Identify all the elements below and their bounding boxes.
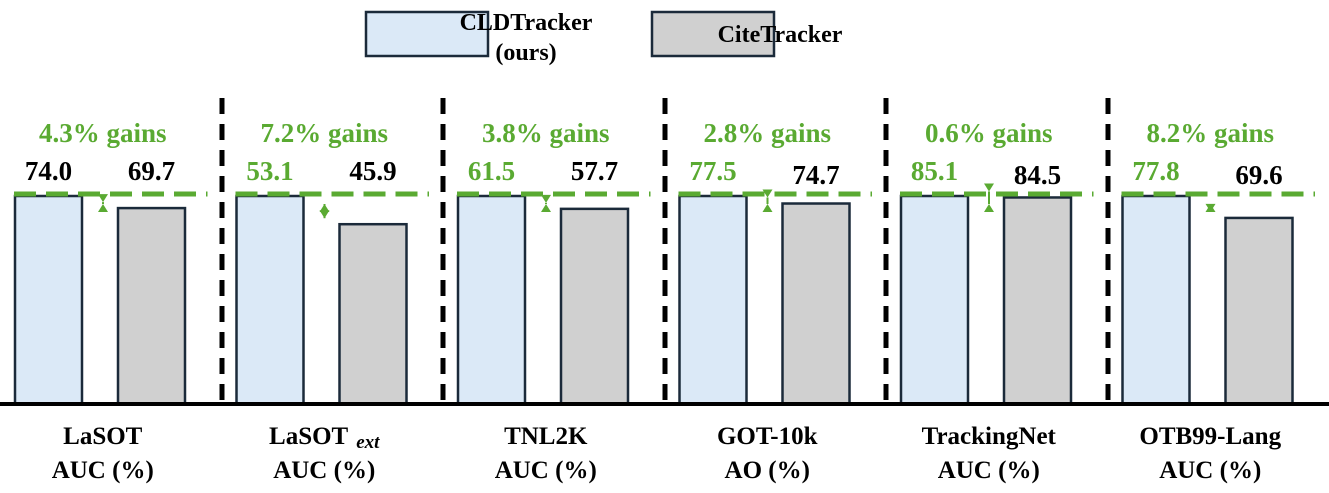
- value-label-cldtracker: 53.1: [246, 156, 293, 186]
- legend-label-citetracker: CiteTracker: [718, 22, 843, 48]
- category-metric-label: AUC (%): [52, 457, 154, 484]
- value-label-cldtracker: 61.5: [468, 156, 515, 186]
- labels: 4.3% gains 74.0 69.7 LaSOT AUC (%) 7.2% gains…: [25, 118, 1283, 484]
- gain-arrow-head-down: [984, 183, 994, 192]
- gain-arrow-head-up: [984, 204, 994, 212]
- gain-arrow-head-down: [1205, 203, 1216, 212]
- bar-citetracker: [338, 222, 408, 406]
- legend-swatch-citetracker: [650, 10, 776, 58]
- bars: [13, 183, 1315, 406]
- bar-cldtracker: [13, 194, 84, 406]
- legend-swatch-cldtracker: [364, 10, 490, 58]
- gain-arrow-head-up: [98, 204, 108, 212]
- gain-arrow-head-down: [98, 194, 108, 203]
- bar-citetracker: [116, 206, 187, 406]
- value-label-citetracker: 69.7: [128, 156, 175, 186]
- gain-arrow-head-down: [319, 210, 330, 219]
- category-label: LaSOT: [63, 423, 143, 450]
- category-label: OTB99-Lang: [1139, 423, 1281, 450]
- bar-cldtracker: [235, 194, 305, 406]
- value-label-cldtracker: 77.8: [1132, 156, 1179, 186]
- category-label-subscript: ext: [356, 432, 380, 453]
- gain-label: 0.6% gains: [925, 118, 1053, 148]
- category-label: TNL2K: [504, 423, 588, 450]
- bar-citetracker: [781, 202, 851, 406]
- gain-arrow-head-down: [762, 189, 773, 198]
- gain-label: 2.8% gains: [703, 118, 831, 148]
- value-label-cldtracker: 85.1: [911, 156, 958, 186]
- gain-label: 3.8% gains: [482, 118, 610, 148]
- legend-sublabel-cldtracker: (ours): [495, 40, 556, 66]
- category-metric-label: AUC (%): [273, 457, 375, 484]
- value-label-citetracker: 84.5: [1014, 160, 1061, 190]
- category-label: GOT-10k: [717, 423, 818, 450]
- category-label: TrackingNet: [922, 423, 1057, 450]
- bar-cldtracker: [1121, 194, 1191, 406]
- category-metric-label: AUC (%): [938, 457, 1040, 484]
- gain-arrow-head-up: [541, 204, 551, 212]
- gain-arrow-head-up: [762, 204, 773, 212]
- gain-arrow-head-up: [319, 204, 330, 212]
- gain-label: 8.2% gains: [1146, 118, 1274, 148]
- bar-cldtracker: [456, 194, 527, 406]
- value-label-cldtracker: 74.0: [25, 156, 72, 186]
- gain-label: 7.2% gains: [260, 118, 388, 148]
- value-label-cldtracker: 77.5: [689, 156, 736, 186]
- value-label-citetracker: 74.7: [792, 160, 839, 190]
- value-label-citetracker: 57.7: [571, 156, 618, 186]
- legend-label-cldtracker: CLDTracker: [460, 10, 593, 36]
- gain-arrow-head-down: [541, 194, 551, 203]
- value-label-citetracker: 69.6: [1235, 160, 1282, 190]
- bar-citetracker: [1002, 196, 1073, 406]
- value-label-citetracker: 45.9: [349, 156, 396, 186]
- category-metric-label: AO (%): [725, 457, 810, 484]
- gain-label: 4.3% gains: [39, 118, 167, 148]
- category-label: LaSOT ext: [269, 423, 380, 453]
- legend: CLDTracker (ours) CiteTracker: [364, 10, 843, 66]
- category-metric-label: AUC (%): [495, 457, 597, 484]
- bar-citetracker: [1224, 216, 1294, 406]
- category-metric-label: AUC (%): [1159, 457, 1261, 484]
- bar-citetracker: [559, 207, 630, 406]
- bar-cldtracker: [678, 194, 748, 406]
- bar-cldtracker: [899, 194, 970, 406]
